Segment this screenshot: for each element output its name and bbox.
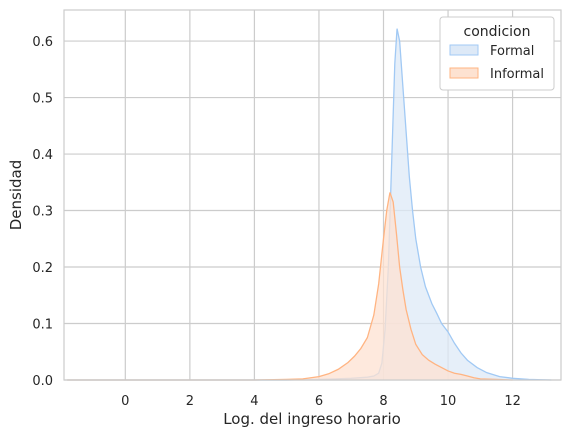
x-axis-label: Log. del ingreso horario	[223, 410, 401, 428]
density-line-informal	[67, 192, 513, 381]
legend-title: condicion	[464, 24, 531, 40]
y-tick-label: 0.4	[32, 148, 53, 163]
y-axis-label: Densidad	[7, 160, 25, 231]
x-tick-label: 6	[315, 394, 323, 409]
y-tick-labels: 0.0 0.1 0.2 0.3 0.4 0.5 0.6	[32, 35, 53, 389]
y-tick-label: 0.0	[32, 374, 53, 389]
density-area-informal	[67, 192, 513, 380]
legend: condicion Formal Informal	[439, 16, 555, 91]
legend-swatch-formal	[449, 44, 479, 56]
y-tick-label: 0.3	[32, 205, 53, 220]
x-tick-label: 0	[121, 394, 129, 409]
x-tick-label: 4	[250, 394, 258, 409]
y-tick-label: 0.5	[32, 92, 53, 107]
density-areas	[67, 28, 552, 381]
y-tick-label: 0.6	[32, 35, 53, 50]
y-tick-label: 0.2	[32, 261, 53, 276]
legend-label-formal: Formal	[490, 44, 534, 59]
x-tick-label: 10	[440, 394, 457, 409]
x-tick-labels: 0 2 4 6 8 10 12	[121, 394, 521, 409]
x-tick-label: 2	[186, 394, 194, 409]
plot-frame	[63, 9, 562, 381]
legend-swatch-informal	[449, 67, 479, 79]
x-tick-label: 12	[504, 394, 521, 409]
legend-label-informal: Informal	[490, 67, 544, 82]
y-tick-label: 0.1	[32, 318, 53, 333]
x-tick-label: 8	[379, 394, 387, 409]
